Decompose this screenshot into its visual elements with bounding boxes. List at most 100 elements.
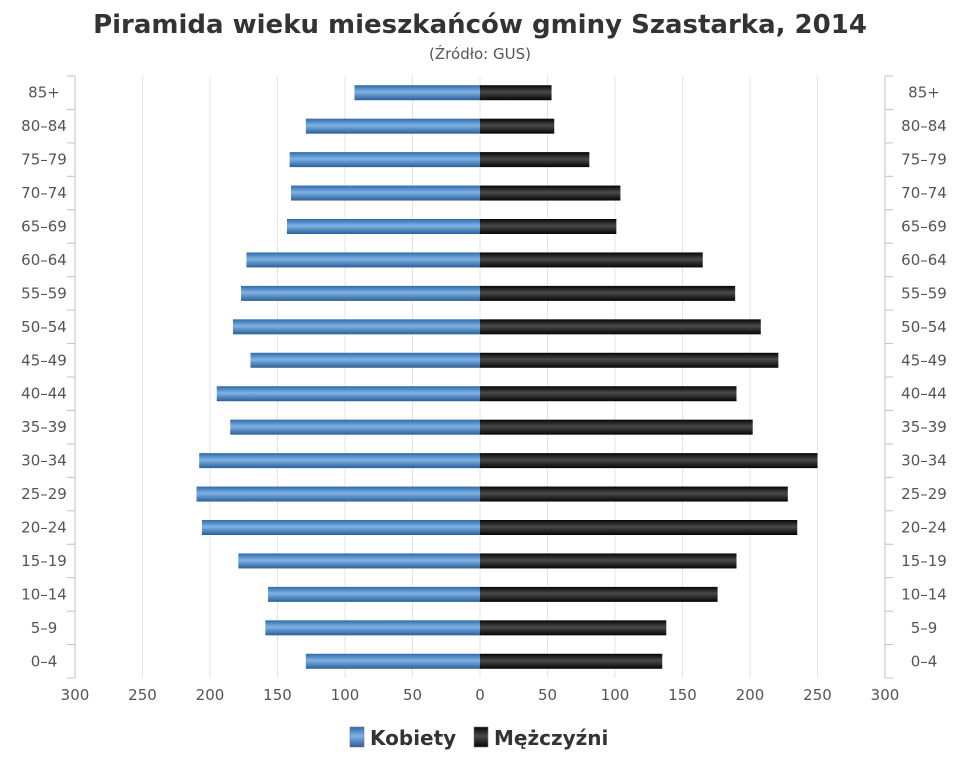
category-label-left: 60–64 (21, 251, 67, 269)
bar-mezczyzni[interactable] (480, 520, 798, 535)
bar-mezczyzni[interactable] (480, 85, 552, 101)
category-label-right: 25–29 (901, 485, 947, 503)
bar-mezczyzni[interactable] (480, 553, 737, 569)
category-label-right: 70–74 (901, 184, 947, 202)
bar-mezczyzni[interactable] (480, 453, 818, 469)
category-label-right: 80–84 (901, 117, 947, 135)
category-label-left: 15–19 (21, 552, 67, 570)
bar-mezczyzni[interactable] (480, 285, 736, 301)
legend-label: Mężczyźni (494, 726, 608, 750)
bar-mezczyzni[interactable] (480, 118, 555, 134)
category-label-left: 80–84 (21, 117, 67, 135)
x-tick-label: 250 (803, 686, 832, 704)
bar-mezczyzni[interactable] (480, 486, 788, 502)
category-label-left: 50–54 (21, 318, 67, 336)
x-tick-label: 300 (871, 686, 900, 704)
category-label-right: 5–9 (911, 619, 938, 637)
bar-mezczyzni[interactable] (480, 152, 590, 168)
x-tick-label: 300 (61, 686, 90, 704)
category-label-left: 45–49 (21, 351, 67, 369)
x-tick-label: 50 (538, 686, 557, 704)
bar-kobiety[interactable] (199, 453, 480, 469)
category-label-right: 0–4 (911, 652, 938, 670)
bar-kobiety[interactable] (265, 620, 480, 636)
category-label-left: 30–34 (21, 452, 67, 470)
category-label-right: 65–69 (901, 218, 947, 236)
bar-kobiety[interactable] (289, 152, 480, 168)
x-axis-ticks: 300 250 200 150 100 50 0 50 100 150 200 250 300 (61, 686, 900, 704)
bar-kobiety[interactable] (305, 653, 480, 669)
bar-kobiety[interactable] (238, 553, 480, 569)
bar-kobiety[interactable] (286, 219, 480, 234)
bar-mezczyzni[interactable] (480, 252, 703, 268)
x-tick-label: 150 (668, 686, 697, 704)
chart-title: Piramida wieku mieszkańców gminy Szastar… (93, 10, 867, 40)
legend-item-kobiety[interactable]: Kobiety (349, 726, 456, 750)
category-label-left: 10–14 (21, 585, 67, 603)
category-label-right: 55–59 (901, 284, 947, 302)
bar-kobiety[interactable] (305, 118, 480, 134)
x-tick-label: 150 (263, 686, 292, 704)
bar-mezczyzni[interactable] (480, 319, 761, 335)
bar-kobiety[interactable] (201, 520, 480, 535)
category-label-left: 5–9 (31, 619, 58, 637)
bar-mezczyzni[interactable] (480, 352, 779, 368)
category-label-right: 50–54 (901, 318, 947, 336)
category-label-left: 55–59 (21, 284, 67, 302)
category-label-right: 60–64 (901, 251, 947, 269)
bar-kobiety[interactable] (291, 185, 480, 201)
category-label-left: 65–69 (21, 218, 67, 236)
x-tick-label: 100 (331, 686, 360, 704)
bar-kobiety[interactable] (196, 486, 481, 502)
category-label-right: 10–14 (901, 585, 947, 603)
category-label-left: 0–4 (31, 652, 58, 670)
bar-kobiety[interactable] (241, 285, 480, 301)
x-tick-label: 0 (475, 686, 485, 704)
legend-item-mezczyzni[interactable]: Mężczyźni (473, 726, 608, 750)
category-label-right: 35–39 (901, 418, 947, 436)
category-label-left: 70–74 (21, 184, 67, 202)
bars (196, 85, 818, 669)
x-tick-label: 50 (403, 686, 422, 704)
category-label-right: 45–49 (901, 351, 947, 369)
category-labels: 85+ 85+ 80–84 80–84 75–79 75–79 70–74 70–74 65–6… (21, 84, 947, 671)
bar-mezczyzni[interactable] (480, 386, 737, 402)
bar-kobiety[interactable] (216, 386, 480, 402)
axes (67, 75, 893, 679)
category-label-left: 75–79 (21, 151, 67, 169)
bar-kobiety[interactable] (232, 319, 480, 335)
legend-swatch (349, 726, 365, 748)
x-tick-label: 250 (128, 686, 157, 704)
bar-mezczyzni[interactable] (480, 620, 667, 636)
bar-mezczyzni[interactable] (480, 586, 718, 602)
category-label-left: 85+ (28, 84, 60, 102)
bar-kobiety[interactable] (268, 586, 480, 602)
chart-subtitle: (Źródło: GUS) (429, 44, 531, 63)
bar-mezczyzni[interactable] (480, 185, 621, 201)
bar-kobiety[interactable] (230, 419, 480, 435)
category-label-left: 40–44 (21, 385, 67, 403)
bar-mezczyzni[interactable] (480, 653, 663, 669)
bar-kobiety[interactable] (246, 252, 480, 268)
bar-mezczyzni[interactable] (480, 419, 753, 435)
x-tick-label: 200 (196, 686, 225, 704)
bar-kobiety[interactable] (354, 85, 480, 101)
x-tick-label: 200 (736, 686, 765, 704)
legend[interactable]: Kobiety Mężczyźni (349, 726, 608, 750)
bar-mezczyzni[interactable] (480, 219, 617, 234)
category-label-right: 40–44 (901, 385, 947, 403)
category-label-right: 85+ (908, 84, 940, 102)
x-tick-label: 100 (601, 686, 630, 704)
category-label-left: 25–29 (21, 485, 67, 503)
category-label-right: 15–19 (901, 552, 947, 570)
legend-swatch (473, 726, 489, 748)
category-label-right: 30–34 (901, 452, 947, 470)
category-label-left: 20–24 (21, 519, 67, 537)
bar-kobiety[interactable] (250, 352, 481, 368)
category-label-right: 20–24 (901, 519, 947, 537)
legend-label: Kobiety (370, 726, 456, 750)
category-label-left: 35–39 (21, 418, 67, 436)
category-label-right: 75–79 (901, 151, 947, 169)
